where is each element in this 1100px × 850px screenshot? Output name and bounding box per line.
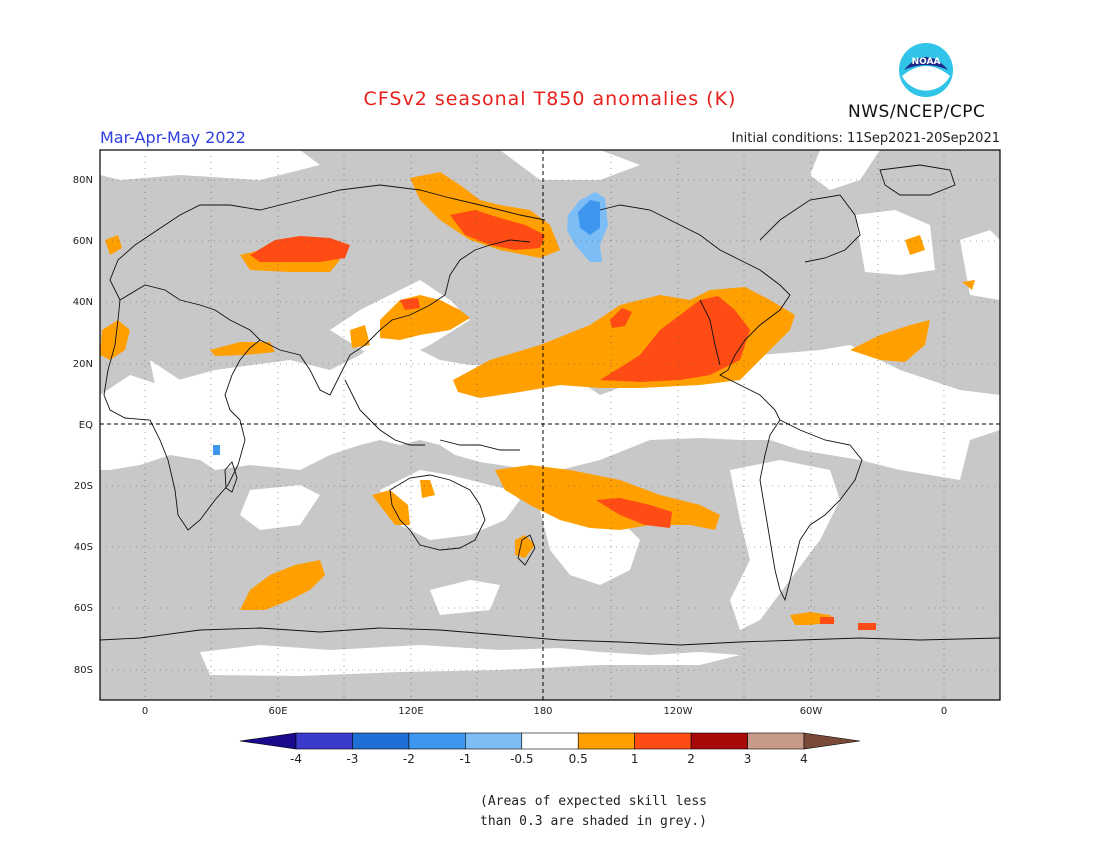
lat-label-60s: 60S (74, 603, 93, 614)
colorbar-segment (239, 732, 297, 750)
colorbar-tick-label: -2 (403, 752, 415, 766)
colorbar-tick-label: -4 (290, 752, 302, 766)
colorbar-segment (747, 732, 805, 750)
colorbar-segment (803, 732, 861, 750)
colorbar-segment (408, 732, 466, 750)
anomaly-positive-high (250, 210, 876, 630)
lat-label-20n: 20N (73, 359, 93, 370)
gridlines (100, 150, 1000, 700)
colorbar: -4 -3 -2 -1 -0.5 0.5 1 2 3 4 (239, 732, 861, 766)
lon-label-0-east: 0 (941, 706, 947, 717)
footnote-line-1: (Areas of expected skill less (480, 794, 707, 809)
colorbar-tick-label: -1 (459, 752, 471, 766)
map-frame (99, 149, 1001, 701)
colorbar-tick-label: -3 (346, 752, 358, 766)
lon-label-120w: 120W (664, 706, 693, 717)
colorbar-tick-label: -0.5 (510, 752, 533, 766)
footnote-line-2: than 0.3 are shaded in grey.) (480, 814, 707, 829)
map-title: CFSv2 seasonal T850 anomalies (K) (363, 88, 737, 110)
colorbar-tick-label: 2 (687, 752, 695, 766)
lon-label-60w: 60W (800, 706, 823, 717)
coastlines (100, 164, 1000, 700)
agency-label: NWS/NCEP/CPC (848, 102, 986, 122)
lat-label-20s: 20S (74, 481, 93, 492)
colorbar-segment (690, 732, 748, 750)
colorbar-segment (295, 732, 353, 750)
lat-label-80s: 80S (74, 665, 93, 676)
lon-label-180: 180 (533, 706, 552, 717)
colorbar-segment (352, 732, 410, 750)
colorbar-segment (634, 732, 692, 750)
colorbar-segment (577, 732, 635, 750)
skill-footnote: (Areas of expected skill less than 0.3 a… (480, 792, 740, 832)
colorbar-tick-label: 4 (800, 752, 808, 766)
noaa-logo: NOAA (897, 41, 955, 99)
lat-label-eq: EQ (79, 420, 93, 431)
season-label: Mar-Apr-May 2022 (100, 128, 246, 147)
lon-label-0: 0 (142, 706, 148, 717)
initial-conditions-label: Initial conditions: 11Sep2021-20Sep2021 (731, 131, 1000, 146)
colorbar-tick-label: 1 (631, 752, 639, 766)
lat-label-80n: 80N (73, 175, 93, 186)
lon-label-120e: 120E (398, 706, 423, 717)
logo-text: NOAA (912, 57, 941, 67)
anomaly-negative (213, 192, 608, 455)
lon-label-60e: 60E (268, 706, 287, 717)
lat-label-40n: 40N (73, 297, 93, 308)
lat-label-60n: 60N (73, 236, 93, 247)
colorbar-tick-label: 0.5 (569, 752, 588, 766)
colorbar-tick-label: 3 (744, 752, 752, 766)
colorbar-segment (521, 732, 579, 750)
colorbar-segment (465, 732, 523, 750)
lat-label-40s: 40S (74, 542, 93, 553)
